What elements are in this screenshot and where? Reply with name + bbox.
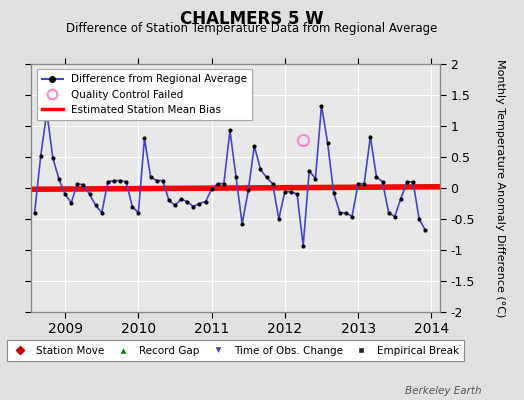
Text: Difference of Station Temperature Data from Regional Average: Difference of Station Temperature Data f… xyxy=(66,22,437,35)
Y-axis label: Monthly Temperature Anomaly Difference (°C): Monthly Temperature Anomaly Difference (… xyxy=(495,59,505,317)
Legend: Difference from Regional Average, Quality Control Failed, Estimated Station Mean: Difference from Regional Average, Qualit… xyxy=(37,69,252,120)
Text: CHALMERS 5 W: CHALMERS 5 W xyxy=(180,10,323,28)
Legend: Station Move, Record Gap, Time of Obs. Change, Empirical Break: Station Move, Record Gap, Time of Obs. C… xyxy=(7,340,464,361)
Text: Berkeley Earth: Berkeley Earth xyxy=(406,386,482,396)
